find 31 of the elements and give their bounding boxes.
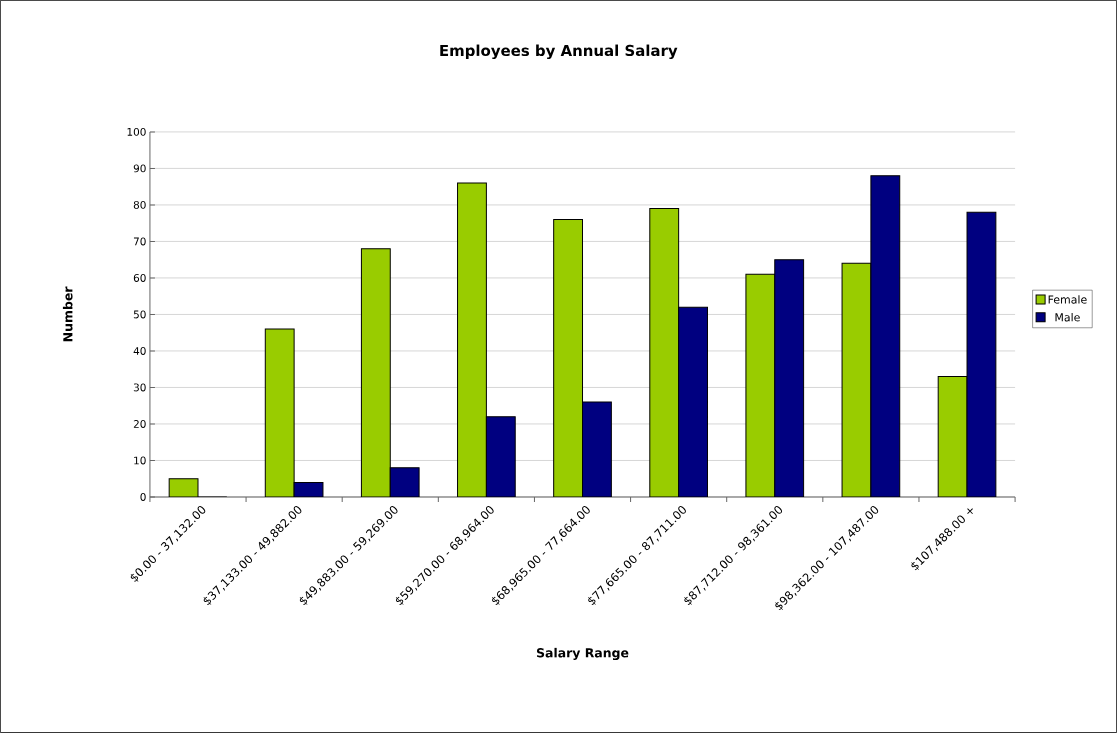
y-tick-label: 80: [133, 200, 146, 209]
bar: [870, 175, 901, 498]
y-tick-label: 0: [140, 493, 146, 501]
bar: [553, 219, 584, 498]
bar: [389, 467, 420, 498]
y-tick-label: 90: [133, 164, 146, 173]
bar: [582, 401, 612, 498]
bar: [485, 416, 516, 498]
bar: [841, 262, 872, 498]
bar: [966, 211, 997, 498]
bar: [678, 306, 708, 498]
y-tick-label: 70: [133, 237, 146, 246]
y-tick-label: 50: [133, 310, 146, 319]
y-tick-label: 60: [133, 274, 146, 282]
legend-label: Male: [1055, 312, 1080, 322]
bar: [360, 248, 391, 498]
y-axis-title: Number: [62, 286, 73, 342]
x-axis-title: Salary Range: [536, 647, 629, 661]
bar: [264, 328, 295, 498]
chart-title: Employees by Annual Salary: [440, 44, 678, 60]
bar: [649, 208, 680, 498]
y-tick-label: 20: [133, 420, 146, 428]
y-tick-label: 100: [127, 127, 146, 136]
bar: [937, 376, 968, 498]
bar: [774, 259, 805, 498]
y-tick-label: 40: [133, 347, 146, 355]
bar: [457, 182, 487, 498]
y-tick-label: 30: [133, 383, 146, 392]
y-tick-label: 10: [134, 456, 146, 465]
bar: [745, 273, 776, 498]
legend-label: Female: [1048, 295, 1087, 304]
